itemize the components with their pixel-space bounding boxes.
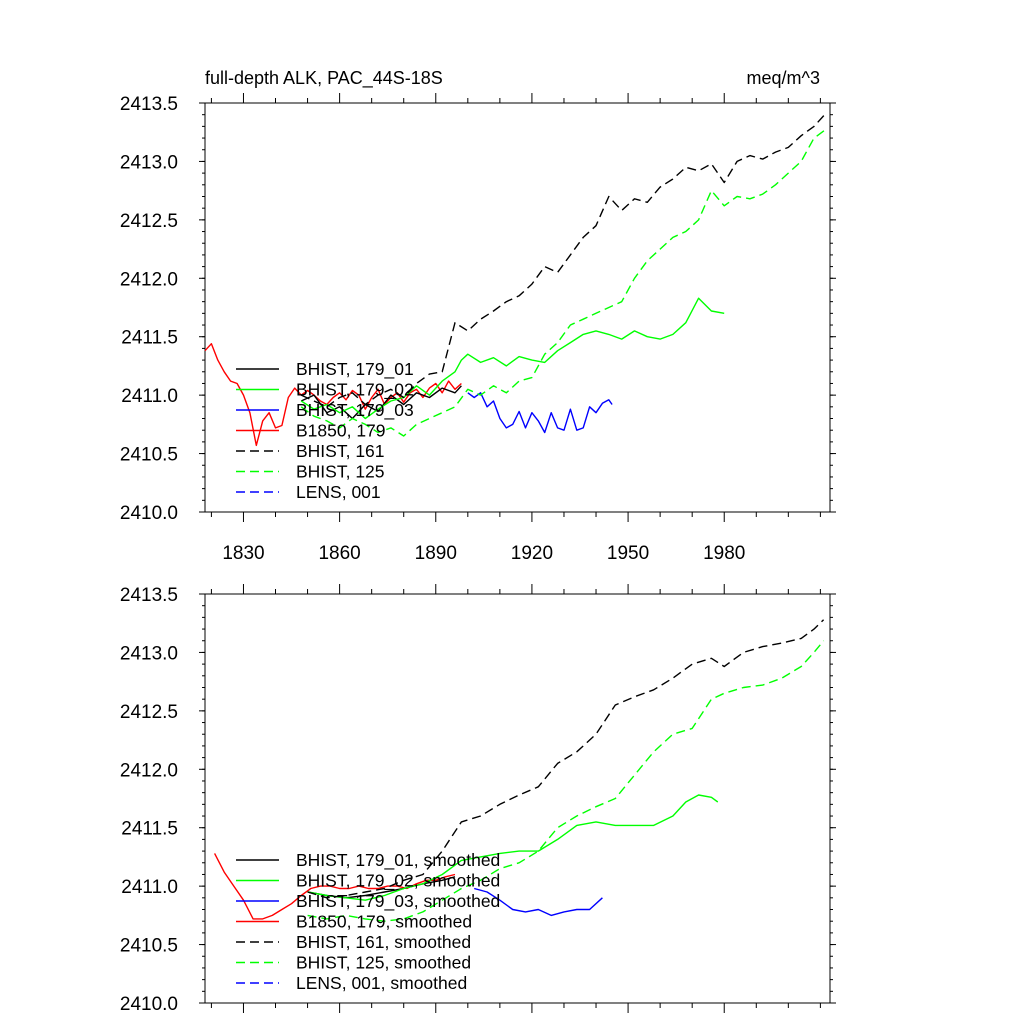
legend-label: BHIST, 161 bbox=[296, 441, 385, 461]
y-tick-label: 2410.5 bbox=[120, 936, 178, 957]
series-line bbox=[474, 887, 603, 917]
legend-label: BHIST, 179_02 bbox=[296, 380, 414, 401]
legend-label: B1850, 179, smoothed bbox=[296, 912, 472, 932]
series-lines bbox=[213, 619, 825, 922]
series-line bbox=[204, 343, 462, 447]
legend-label: BHIST, 179_01 bbox=[296, 359, 414, 380]
series-line bbox=[300, 111, 828, 408]
y-tick-label: 2413.0 bbox=[120, 643, 178, 664]
y-tick-label: 2413.0 bbox=[120, 152, 178, 173]
legend-label: BHIST, 161, smoothed bbox=[296, 932, 471, 952]
y-tick-label: 2411.0 bbox=[121, 386, 178, 407]
axis-ticks: 2410.0 2410.5 2411.0 2411.5 2412.0 2412.5 2413… bbox=[120, 93, 836, 564]
legend-label: B1850, 179 bbox=[296, 421, 386, 441]
series-line bbox=[300, 385, 462, 420]
axis-ticks: 2410.0 2410.5 2411.0 2411.5 2412.0 2412.5 2413… bbox=[120, 584, 836, 1015]
series-line bbox=[300, 128, 828, 437]
x-tick-label: 1890 bbox=[415, 543, 457, 564]
y-tick-label: 2413.5 bbox=[120, 94, 178, 115]
y-tick-label: 2412.0 bbox=[120, 760, 178, 781]
x-tick-label: 1920 bbox=[511, 543, 553, 564]
legend-label: LENS, 001 bbox=[296, 482, 381, 502]
series-line bbox=[307, 794, 719, 901]
series-lines bbox=[204, 111, 828, 447]
series-line bbox=[307, 619, 825, 899]
y-tick-label: 2413.5 bbox=[120, 585, 178, 606]
legend-label: BHIST, 179_03 bbox=[296, 400, 414, 421]
bottom-chart-panel: 2410.0 2410.5 2411.0 2411.5 2412.0 2412.5 2413… bbox=[120, 584, 836, 1015]
series-line bbox=[467, 392, 613, 434]
y-tick-label: 2412.5 bbox=[120, 702, 178, 723]
legend-label: BHIST, 179_02, smoothed bbox=[296, 871, 500, 892]
y-tick-label: 2410.0 bbox=[120, 503, 178, 524]
plot-frame bbox=[204, 102, 831, 513]
y-tick-label: 2412.5 bbox=[120, 211, 178, 232]
series-line bbox=[300, 297, 725, 420]
y-tick-label: 2411.0 bbox=[121, 877, 178, 898]
series-line bbox=[213, 853, 456, 920]
legend-label: BHIST, 125 bbox=[296, 462, 385, 482]
legend-label: BHIST, 125, smoothed bbox=[296, 953, 471, 973]
units-label: meq/m^3 bbox=[747, 68, 820, 88]
top-chart-panel: full-depth ALK, PAC_44S-18S meq/m^3 2410… bbox=[120, 68, 836, 564]
x-tick-label: 1980 bbox=[703, 543, 745, 564]
y-tick-label: 2412.0 bbox=[120, 269, 178, 290]
legend-label: BHIST, 179_03, smoothed bbox=[296, 891, 500, 912]
chart-title: full-depth ALK, PAC_44S-18S bbox=[205, 68, 443, 89]
plot-frame bbox=[204, 593, 831, 1004]
y-tick-label: 2410.5 bbox=[120, 445, 178, 466]
x-tick-label: 1830 bbox=[222, 543, 264, 564]
legend-label: LENS, 001, smoothed bbox=[296, 973, 467, 993]
y-tick-label: 2411.5 bbox=[121, 328, 178, 349]
x-tick-label: 1860 bbox=[318, 543, 360, 564]
legend-label: BHIST, 179_01, smoothed bbox=[296, 850, 500, 871]
series-line bbox=[307, 640, 825, 922]
x-tick-label: 1950 bbox=[607, 543, 649, 564]
y-tick-label: 2410.0 bbox=[120, 994, 178, 1015]
y-tick-label: 2411.5 bbox=[121, 819, 178, 840]
